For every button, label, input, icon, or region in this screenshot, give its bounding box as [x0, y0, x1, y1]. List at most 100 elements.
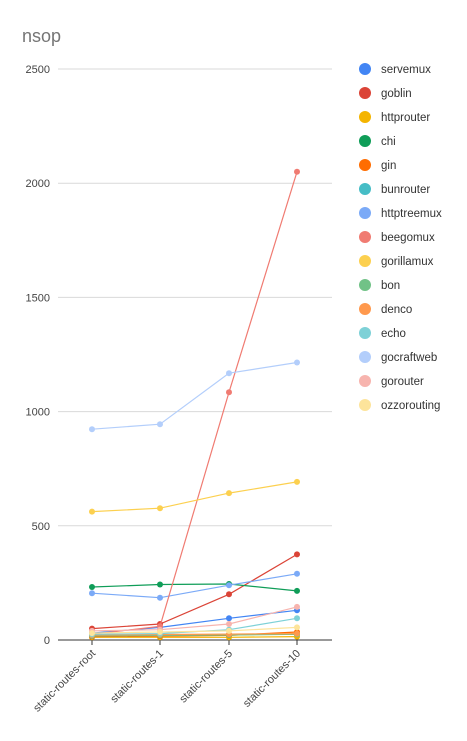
data-point[interactable]	[226, 621, 232, 627]
legend-label: gorouter	[381, 376, 424, 388]
legend-item-denco[interactable]: denco	[359, 303, 412, 316]
x-tick-label: static-routes-10	[241, 648, 303, 710]
series-line	[91, 632, 298, 636]
legend-marker	[359, 63, 371, 75]
data-point[interactable]	[89, 630, 95, 637]
series-line	[91, 583, 298, 592]
series-line	[91, 626, 298, 634]
series-line	[91, 633, 298, 637]
series-httptreemux	[89, 570, 300, 601]
data-point[interactable]	[294, 551, 300, 558]
legend-item-httptreemux[interactable]: httptreemux	[359, 207, 442, 220]
legend-marker	[359, 303, 371, 315]
legend-marker	[359, 375, 371, 387]
legend-marker	[359, 207, 371, 219]
legend-item-servemux[interactable]: servemux	[359, 63, 431, 76]
legend-item-httprouter[interactable]: httprouter	[359, 111, 430, 124]
legend-marker	[359, 183, 371, 195]
series-line	[91, 573, 298, 599]
data-point[interactable]	[89, 590, 95, 597]
legend-label: denco	[381, 304, 412, 316]
data-point[interactable]	[294, 603, 300, 610]
series-gorillamux	[89, 478, 300, 515]
legend-item-gocraftweb[interactable]: gocraftweb	[359, 351, 437, 364]
legend-item-gin[interactable]: gin	[359, 159, 396, 172]
legend-item-gorouter[interactable]: gorouter	[359, 375, 424, 388]
legend-item-echo[interactable]: echo	[359, 327, 406, 340]
legend-item-bon[interactable]: bon	[359, 279, 400, 292]
data-point[interactable]	[294, 168, 300, 175]
legend-marker	[359, 279, 371, 291]
data-point[interactable]	[226, 591, 232, 598]
y-tick-label: 1500	[26, 292, 50, 304]
legend-label: servemux	[381, 64, 431, 76]
y-tick-label: 0	[44, 635, 50, 647]
legend-item-beegomux[interactable]: beegomux	[359, 231, 435, 244]
legend-item-goblin[interactable]: goblin	[359, 87, 412, 100]
data-point[interactable]	[294, 615, 300, 622]
y-tick-label: 2000	[26, 178, 50, 190]
series-ozzorouting	[89, 624, 300, 637]
legend-item-ozzorouting[interactable]: ozzorouting	[359, 399, 440, 412]
legend-item-gorillamux[interactable]: gorillamux	[359, 255, 434, 268]
legend-label: httprouter	[381, 112, 430, 124]
legend[interactable]: servemux goblin httprouter chi gin bunrouter h…	[359, 63, 442, 412]
data-point[interactable]	[226, 615, 232, 622]
legend-item-bunrouter[interactable]: bunrouter	[359, 183, 430, 196]
legend-label: bon	[381, 280, 400, 292]
data-point[interactable]	[294, 570, 300, 577]
data-point[interactable]	[226, 389, 232, 396]
data-point[interactable]	[89, 584, 95, 590]
series-line	[91, 609, 298, 634]
series-line	[91, 171, 298, 635]
series-line	[91, 361, 298, 430]
series-beegomux	[89, 168, 300, 638]
x-tick-label: static-routes-5	[177, 648, 235, 706]
legend-marker	[359, 399, 371, 411]
y-tick-label: 1000	[26, 407, 50, 419]
data-point[interactable]	[157, 421, 163, 428]
data-point[interactable]	[226, 370, 232, 377]
y-tick-label: 2500	[26, 64, 50, 76]
legend-label: chi	[381, 136, 396, 148]
legend-label: httptreemux	[381, 208, 442, 220]
legend-label: ozzorouting	[381, 400, 440, 412]
data-point[interactable]	[226, 582, 232, 589]
legend-label: echo	[381, 328, 406, 340]
gridlines	[58, 68, 332, 527]
legend-label: bunrouter	[381, 184, 430, 196]
legend-label: beegomux	[381, 232, 435, 244]
x-tick-label: static-routes-root	[31, 648, 98, 715]
legend-label: goblin	[381, 88, 412, 100]
data-point[interactable]	[157, 594, 163, 601]
data-point[interactable]	[157, 629, 163, 635]
legend-marker	[359, 255, 371, 267]
data-point[interactable]	[294, 630, 300, 637]
series-line	[91, 553, 298, 630]
data-point[interactable]	[294, 587, 300, 594]
chart-title: nsop	[22, 26, 61, 46]
data-point[interactable]	[89, 426, 95, 433]
legend-marker	[359, 327, 371, 339]
data-point[interactable]	[226, 627, 232, 634]
data-point[interactable]	[157, 505, 163, 512]
legend-marker	[359, 135, 371, 147]
data-point[interactable]	[294, 478, 300, 485]
y-axis-tick-labels: 0 500 1000 1500 2000 2500	[26, 64, 50, 647]
series-line	[91, 606, 298, 632]
legend-label: gocraftweb	[381, 352, 437, 364]
data-point[interactable]	[294, 359, 300, 366]
series-lines	[89, 168, 300, 641]
legend-label: gin	[381, 160, 396, 172]
data-point[interactable]	[89, 508, 95, 515]
legend-marker	[359, 111, 371, 123]
legend-item-chi[interactable]: chi	[359, 135, 396, 148]
legend-marker	[359, 87, 371, 99]
data-point[interactable]	[294, 624, 300, 631]
data-point[interactable]	[157, 581, 163, 588]
legend-marker	[359, 351, 371, 363]
series-gocraftweb	[89, 359, 300, 433]
legend-marker	[359, 159, 371, 171]
data-point[interactable]	[226, 490, 232, 497]
